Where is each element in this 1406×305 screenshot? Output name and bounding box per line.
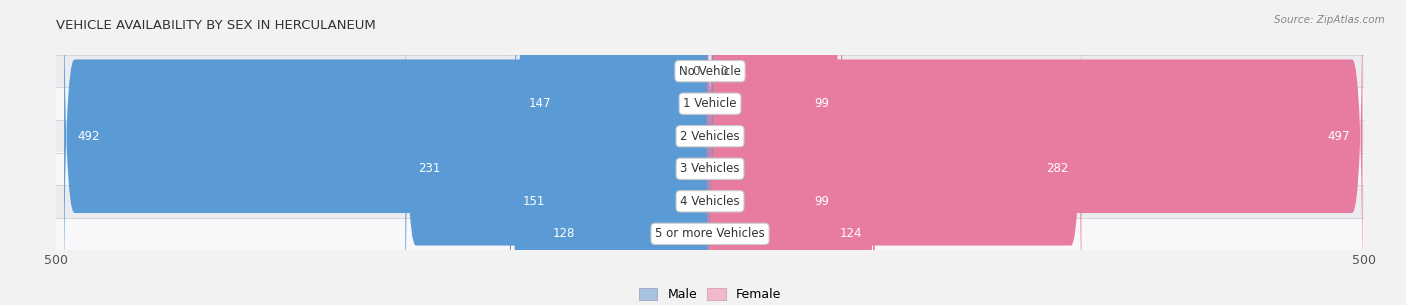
- Text: 0: 0: [720, 65, 728, 78]
- FancyBboxPatch shape: [707, 50, 875, 305]
- Text: 492: 492: [77, 130, 100, 143]
- Bar: [56, 55, 1364, 88]
- FancyBboxPatch shape: [540, 50, 713, 305]
- Text: 3 Vehicles: 3 Vehicles: [681, 162, 740, 175]
- Text: 99: 99: [814, 97, 830, 110]
- Text: 231: 231: [419, 162, 441, 175]
- Text: 497: 497: [1327, 130, 1350, 143]
- Bar: [56, 217, 1364, 250]
- Text: 147: 147: [529, 97, 551, 110]
- Text: No Vehicle: No Vehicle: [679, 65, 741, 78]
- Bar: [56, 88, 1364, 120]
- FancyBboxPatch shape: [707, 0, 1362, 305]
- Bar: [56, 185, 1364, 217]
- Legend: Male, Female: Male, Female: [634, 283, 786, 305]
- Text: VEHICLE AVAILABILITY BY SEX IN HERCULANEUM: VEHICLE AVAILABILITY BY SEX IN HERCULANE…: [56, 19, 375, 32]
- FancyBboxPatch shape: [707, 18, 842, 305]
- FancyBboxPatch shape: [515, 0, 713, 287]
- Text: 151: 151: [523, 195, 546, 208]
- Bar: [56, 120, 1364, 152]
- Text: Source: ZipAtlas.com: Source: ZipAtlas.com: [1274, 15, 1385, 25]
- Text: 0: 0: [692, 65, 700, 78]
- Text: 2 Vehicles: 2 Vehicles: [681, 130, 740, 143]
- FancyBboxPatch shape: [405, 0, 713, 305]
- Text: 5 or more Vehicles: 5 or more Vehicles: [655, 227, 765, 240]
- Text: 99: 99: [814, 195, 830, 208]
- Text: 124: 124: [839, 227, 862, 240]
- FancyBboxPatch shape: [65, 0, 713, 305]
- Text: 128: 128: [553, 227, 575, 240]
- Bar: [56, 152, 1364, 185]
- FancyBboxPatch shape: [707, 0, 1081, 305]
- FancyBboxPatch shape: [707, 0, 842, 287]
- FancyBboxPatch shape: [510, 18, 713, 305]
- Text: 4 Vehicles: 4 Vehicles: [681, 195, 740, 208]
- Text: 1 Vehicle: 1 Vehicle: [683, 97, 737, 110]
- Text: 282: 282: [1046, 162, 1069, 175]
